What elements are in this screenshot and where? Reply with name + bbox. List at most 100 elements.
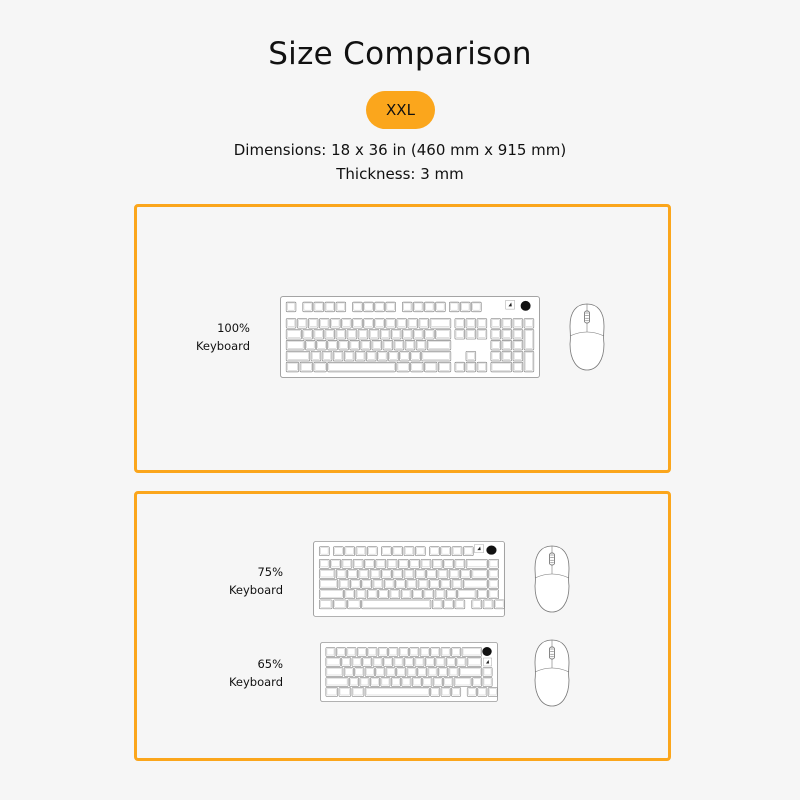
keycap-top: [403, 330, 412, 338]
keycap: [446, 589, 457, 599]
keycap: [490, 340, 501, 351]
keycap: [420, 559, 432, 569]
keycap-top: [419, 580, 428, 588]
keycap: [335, 569, 347, 579]
keycap-top: [381, 678, 390, 686]
keycap: [396, 667, 407, 677]
keycap-top: [411, 362, 423, 371]
keycap-top: [364, 319, 373, 327]
keycap: [296, 318, 308, 329]
keycap: [324, 301, 335, 313]
keycap: [285, 329, 302, 340]
keycap-top: [417, 341, 426, 349]
keycap: [435, 657, 446, 667]
keycap-top: [371, 678, 379, 686]
keycap: [429, 579, 440, 589]
keycap-top: [314, 330, 323, 338]
keycap-top: [311, 351, 320, 360]
keycap: [363, 318, 374, 329]
keycap-top: [384, 658, 392, 666]
keycap-top: [353, 302, 362, 311]
keycap-top: [320, 590, 343, 598]
keycap-top: [360, 678, 369, 686]
keycap: [406, 579, 418, 589]
keycap-top: [406, 341, 414, 349]
keycap: [313, 329, 324, 340]
keycap: [417, 667, 428, 677]
keycap: [435, 329, 452, 340]
keycap-top: [365, 559, 374, 568]
keycap: [346, 647, 357, 657]
keycap-top: [466, 330, 475, 338]
keycap-top: [334, 351, 343, 360]
keycap: [364, 687, 430, 697]
keycap-top: [399, 559, 408, 568]
keycap-top: [376, 559, 385, 568]
scroll-wheel: [549, 552, 555, 566]
keycap-top: [461, 302, 470, 311]
keycap: [426, 569, 437, 579]
volume-knob: [486, 545, 497, 555]
keycap: [472, 677, 482, 687]
keycap: [325, 677, 349, 687]
keycap-top: [325, 330, 334, 338]
keycap: [451, 546, 463, 556]
keycap-top: [408, 319, 417, 327]
keycap: [476, 318, 488, 329]
keycap: [523, 329, 535, 351]
keycap: [325, 687, 339, 697]
keycap: [366, 589, 378, 599]
keycap-top: [393, 570, 402, 578]
keycap: [355, 350, 366, 362]
logo-icon: [485, 660, 490, 664]
mouse-body: [534, 545, 570, 613]
keycap: [453, 677, 472, 687]
keycap: [313, 301, 324, 313]
keycap-top: [353, 319, 362, 327]
keycap-top: [460, 668, 481, 676]
keycap: [338, 687, 352, 697]
keycap-top: [326, 688, 337, 696]
keycap-top: [389, 648, 398, 656]
keycap: [341, 318, 352, 329]
keycap: [385, 667, 396, 677]
keycap: [318, 579, 339, 589]
keycap: [482, 599, 494, 610]
keycap: [368, 329, 380, 340]
keycap: [338, 340, 349, 351]
keycap: [490, 350, 501, 362]
logo-icon: [477, 546, 481, 551]
keycap-top: [430, 319, 450, 327]
keycap-top: [452, 547, 462, 555]
keycap: [377, 647, 388, 657]
keycap-top: [336, 302, 345, 311]
keycap-top: [447, 658, 455, 666]
keycap: [347, 569, 358, 579]
keycap: [459, 667, 482, 677]
keycap-top: [489, 580, 498, 588]
keycap-top: [387, 559, 397, 568]
keycap: [488, 569, 500, 579]
keycap: [443, 559, 454, 569]
keycap-top: [371, 570, 380, 578]
keycap-top: [397, 362, 409, 371]
keycap: [344, 589, 356, 599]
keycap-top: [488, 688, 497, 696]
keycap: [501, 340, 513, 351]
keycap: [381, 546, 392, 556]
keycap-top: [382, 547, 391, 555]
keycap-top: [287, 351, 309, 360]
keycap-top: [472, 600, 481, 608]
keycap-top: [334, 547, 343, 555]
keycap: [355, 589, 367, 599]
keycap: [380, 677, 391, 687]
keycap: [369, 569, 381, 579]
keycap-top: [347, 648, 356, 656]
keycap-top: [320, 559, 329, 568]
keycap: [476, 329, 488, 340]
keycap: [382, 340, 394, 351]
keycap: [285, 361, 300, 373]
keycap: [430, 647, 441, 657]
keycap-top: [472, 302, 481, 311]
